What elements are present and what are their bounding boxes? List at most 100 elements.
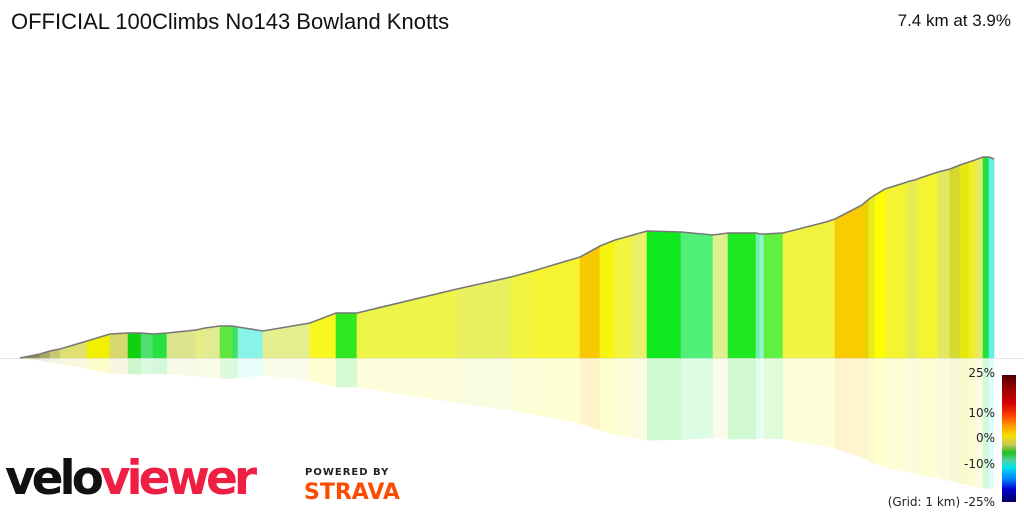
profile-segment (874, 188, 886, 359)
reflection-segment (835, 358, 862, 458)
profile-segment (680, 231, 714, 359)
profile-segment (237, 326, 264, 359)
reflection-segment (760, 358, 764, 439)
reflection-segment (910, 358, 915, 474)
profile-segment (755, 232, 761, 359)
reflection-segment (633, 358, 647, 441)
reflection-segment (869, 358, 875, 464)
reflection-segment (50, 358, 60, 364)
reflection-segment (862, 358, 869, 462)
reflection-segment (232, 358, 238, 379)
reflection-segment (196, 358, 205, 378)
profile-segment (759, 233, 765, 359)
reflection-segment (960, 358, 969, 486)
profile-segment (712, 232, 729, 359)
reflection-segment (647, 358, 681, 441)
reflection-segment (615, 358, 633, 438)
profile-segment (919, 171, 939, 359)
profile-segment (356, 288, 458, 359)
reflection-segment (783, 358, 826, 447)
legend-label-minus25-grid: (Grid: 1 km) -25% (887, 495, 995, 509)
profile-segment (834, 204, 863, 359)
reflection-segment (128, 358, 141, 375)
logo-viewer: viewer (99, 451, 257, 506)
profile-outline (19, 156, 995, 359)
reflection-segment (728, 358, 756, 440)
reflection-segment (826, 358, 835, 449)
reflection-segment (764, 358, 783, 440)
gradient-colorbar (1002, 375, 1016, 502)
profile-segment (152, 332, 168, 359)
profile-reflection (20, 358, 994, 489)
reflection-segment (989, 358, 994, 489)
profile-segment (988, 156, 995, 359)
veloviewer-logo[interactable]: veloviewer (5, 451, 257, 506)
strava-logo[interactable]: STRAVA (304, 480, 400, 505)
profile-segment (763, 232, 784, 359)
reflection-segment (975, 358, 983, 489)
profile-segment (219, 325, 233, 359)
reflection-segment (60, 358, 87, 370)
reflection-segment (938, 358, 950, 481)
profile-segment (884, 182, 905, 359)
profile-segment (335, 312, 358, 359)
reflection-segment (756, 358, 760, 440)
reflection-segment (681, 358, 713, 440)
profile-segment (868, 194, 876, 359)
profile-segment (59, 340, 88, 359)
profile-segment (510, 270, 534, 359)
reflection-segment (983, 358, 989, 489)
reflection-segment (904, 358, 910, 474)
reflection-segment (238, 358, 263, 379)
profile-segment (959, 161, 970, 359)
profile-segment (532, 256, 581, 359)
climb-summary: 7.4 km at 3.9% (897, 11, 1011, 30)
reflection-segment (511, 358, 533, 415)
profile-segment (949, 164, 961, 359)
reflection-segment (220, 358, 232, 379)
profile-segment (782, 221, 827, 359)
profile-segment (632, 230, 648, 359)
gradient-legend-labels: 25% 10% 0% -10% (Grid: 1 km) -25% (835, 366, 995, 512)
reflection-segment (167, 358, 196, 377)
reflection-segment (457, 358, 511, 411)
profile-segment (914, 177, 921, 359)
profile-segment (861, 198, 870, 359)
reflection-segment (357, 358, 457, 403)
legend-label-25: 25% (968, 366, 995, 380)
profile-segment (614, 234, 634, 359)
profile-segment (968, 159, 976, 359)
reflection-segment (40, 358, 50, 363)
legend-label-10: 10% (968, 406, 995, 420)
reflection-segment (875, 358, 885, 468)
profile-segment (456, 276, 512, 359)
reflection-segment (600, 358, 615, 435)
profile-segment (579, 245, 601, 359)
profile-segment (599, 239, 616, 359)
reflection-segment (885, 358, 904, 472)
profile-segment (231, 325, 239, 359)
reflection-segment (915, 358, 920, 475)
reflection-segment (580, 358, 600, 431)
reflection-segment (920, 358, 938, 479)
profile-segment (982, 156, 990, 359)
profile-segments (19, 156, 995, 359)
profile-segment (109, 332, 129, 359)
profile-segment (825, 218, 836, 359)
reflection-segment (713, 358, 728, 440)
legend-label-minus10: -10% (963, 457, 995, 471)
profile-segment (646, 230, 682, 359)
reflection-segment (153, 358, 167, 375)
powered-by-label: POWERED BY (305, 467, 390, 478)
reflection-segment (141, 358, 153, 375)
profile-segment (166, 329, 197, 359)
profile-segment (309, 312, 337, 359)
reflection-segment (87, 358, 110, 374)
profile-segment (909, 179, 916, 359)
profile-segment (195, 327, 206, 359)
reflection-segment (263, 358, 310, 381)
profile-segment (140, 332, 154, 359)
profile-segment (127, 332, 142, 359)
profile-segment (937, 168, 951, 359)
